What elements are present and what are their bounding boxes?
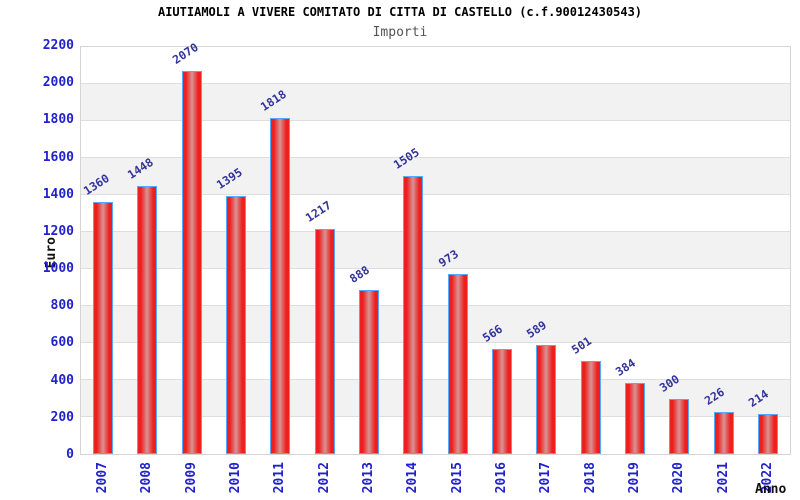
y-tick-label: 2200 (42, 38, 74, 53)
plot-area: 1360 1448 2070 1395 1818 1217 888 1505 973 566 589… (80, 40, 791, 455)
y-tick-label: 600 (50, 335, 74, 351)
gridline (81, 231, 790, 232)
x-tick-label: 2018 (582, 462, 598, 494)
y-tick-label: 2000 (42, 75, 74, 91)
x-tick-label: 2014 (405, 462, 421, 494)
gridline (81, 157, 790, 158)
x-tick-label: 2020 (671, 462, 687, 494)
bar-2016 (491, 349, 512, 454)
y-tick-label: 0 (66, 447, 74, 462)
y-tick-label: 1400 (42, 186, 74, 202)
x-tick-label: 2011 (272, 462, 288, 494)
bar-2019 (624, 382, 645, 454)
gridline (81, 342, 790, 343)
bar-2009 (181, 71, 202, 454)
bar-2011 (270, 117, 291, 454)
y-tick-label: 1600 (42, 149, 74, 165)
gridline (81, 416, 790, 417)
bar-2018 (580, 361, 601, 454)
bar-2012 (314, 228, 335, 454)
y-tick-label: 200 (50, 409, 74, 425)
bar-2008 (137, 186, 158, 454)
bar-2022 (757, 414, 778, 454)
bar-value-label: 384 (612, 355, 638, 379)
chart-subtitle: Importi (372, 25, 428, 40)
y-tick-label: 1200 (42, 223, 74, 239)
gridline (81, 268, 790, 269)
x-tick-label: 2008 (139, 462, 155, 494)
gridline (81, 305, 790, 306)
gridline (81, 194, 790, 195)
x-tick-label: 2007 (95, 462, 111, 494)
x-tick-label: 2013 (361, 462, 377, 494)
x-tick-label: 2009 (183, 462, 199, 494)
x-axis-title: Anno (755, 482, 787, 497)
bar-2021 (713, 412, 734, 454)
y-tick-label: 1800 (42, 112, 74, 128)
bar-2017 (536, 345, 557, 454)
bar-2014 (403, 175, 424, 454)
y-axis: 0 200 400 600 800 1000 1200 1400 1600 1800 2000 220… (0, 38, 74, 462)
bar-2015 (447, 274, 468, 454)
y-tick-label: 800 (50, 298, 74, 314)
x-tick-label: 2016 (493, 462, 509, 494)
gridline (81, 83, 790, 84)
y-tick-label: 400 (50, 372, 74, 388)
chart-title: AIUTIAMOLI A VIVERE COMITATO DI CITTA DI… (157, 5, 643, 19)
x-tick-label: 2017 (538, 462, 554, 494)
x-tick-label: 2021 (715, 462, 731, 494)
bar-value-label: 2070 (169, 40, 201, 67)
bar-2007 (93, 202, 114, 454)
bar-2020 (669, 398, 690, 454)
gridline (81, 379, 790, 380)
bar-2013 (359, 289, 380, 454)
x-axis: 2007 2008 2009 2010 2011 2012 2013 2014 2015 2016… (81, 460, 790, 500)
x-tick-label: 2019 (626, 462, 642, 494)
x-tick-label: 2010 (228, 462, 244, 494)
gridline (81, 120, 790, 121)
bar-2010 (226, 195, 247, 454)
bar-value-label: 1217 (302, 197, 334, 225)
x-tick-label: 2015 (449, 462, 465, 494)
x-tick-label: 2012 (316, 462, 332, 494)
y-tick-label: 1000 (42, 261, 74, 277)
